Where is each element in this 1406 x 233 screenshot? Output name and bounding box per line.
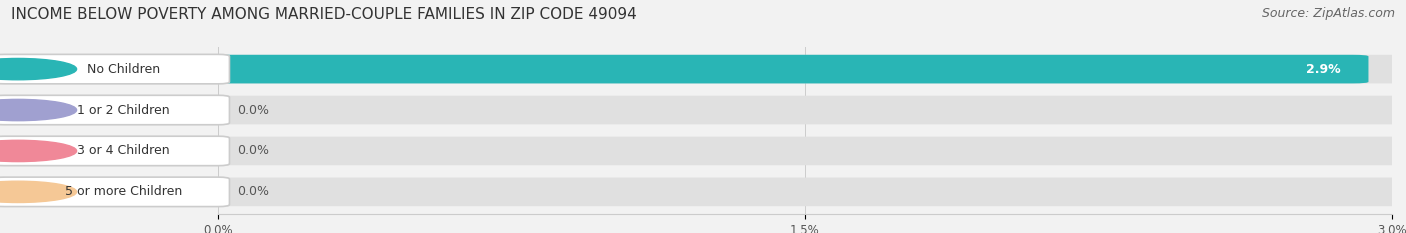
FancyBboxPatch shape — [202, 55, 1368, 83]
Text: 2.9%: 2.9% — [1306, 63, 1341, 75]
Text: 1 or 2 Children: 1 or 2 Children — [77, 103, 170, 116]
Circle shape — [0, 58, 76, 80]
FancyBboxPatch shape — [0, 54, 229, 84]
Text: 0.0%: 0.0% — [238, 103, 270, 116]
Text: INCOME BELOW POVERTY AMONG MARRIED-COUPLE FAMILIES IN ZIP CODE 49094: INCOME BELOW POVERTY AMONG MARRIED-COUPL… — [11, 7, 637, 22]
FancyBboxPatch shape — [202, 55, 1406, 83]
FancyBboxPatch shape — [0, 136, 229, 166]
Text: 0.0%: 0.0% — [238, 185, 270, 198]
FancyBboxPatch shape — [0, 177, 229, 207]
Text: Source: ZipAtlas.com: Source: ZipAtlas.com — [1261, 7, 1395, 20]
Text: 3 or 4 Children: 3 or 4 Children — [77, 144, 170, 158]
Text: No Children: No Children — [87, 63, 160, 75]
Text: 5 or more Children: 5 or more Children — [65, 185, 183, 198]
FancyBboxPatch shape — [202, 137, 1406, 165]
Circle shape — [0, 181, 76, 202]
Circle shape — [0, 99, 76, 121]
FancyBboxPatch shape — [202, 96, 1406, 124]
Circle shape — [0, 140, 76, 162]
Text: 0.0%: 0.0% — [238, 144, 270, 158]
FancyBboxPatch shape — [0, 95, 229, 125]
FancyBboxPatch shape — [202, 178, 1406, 206]
